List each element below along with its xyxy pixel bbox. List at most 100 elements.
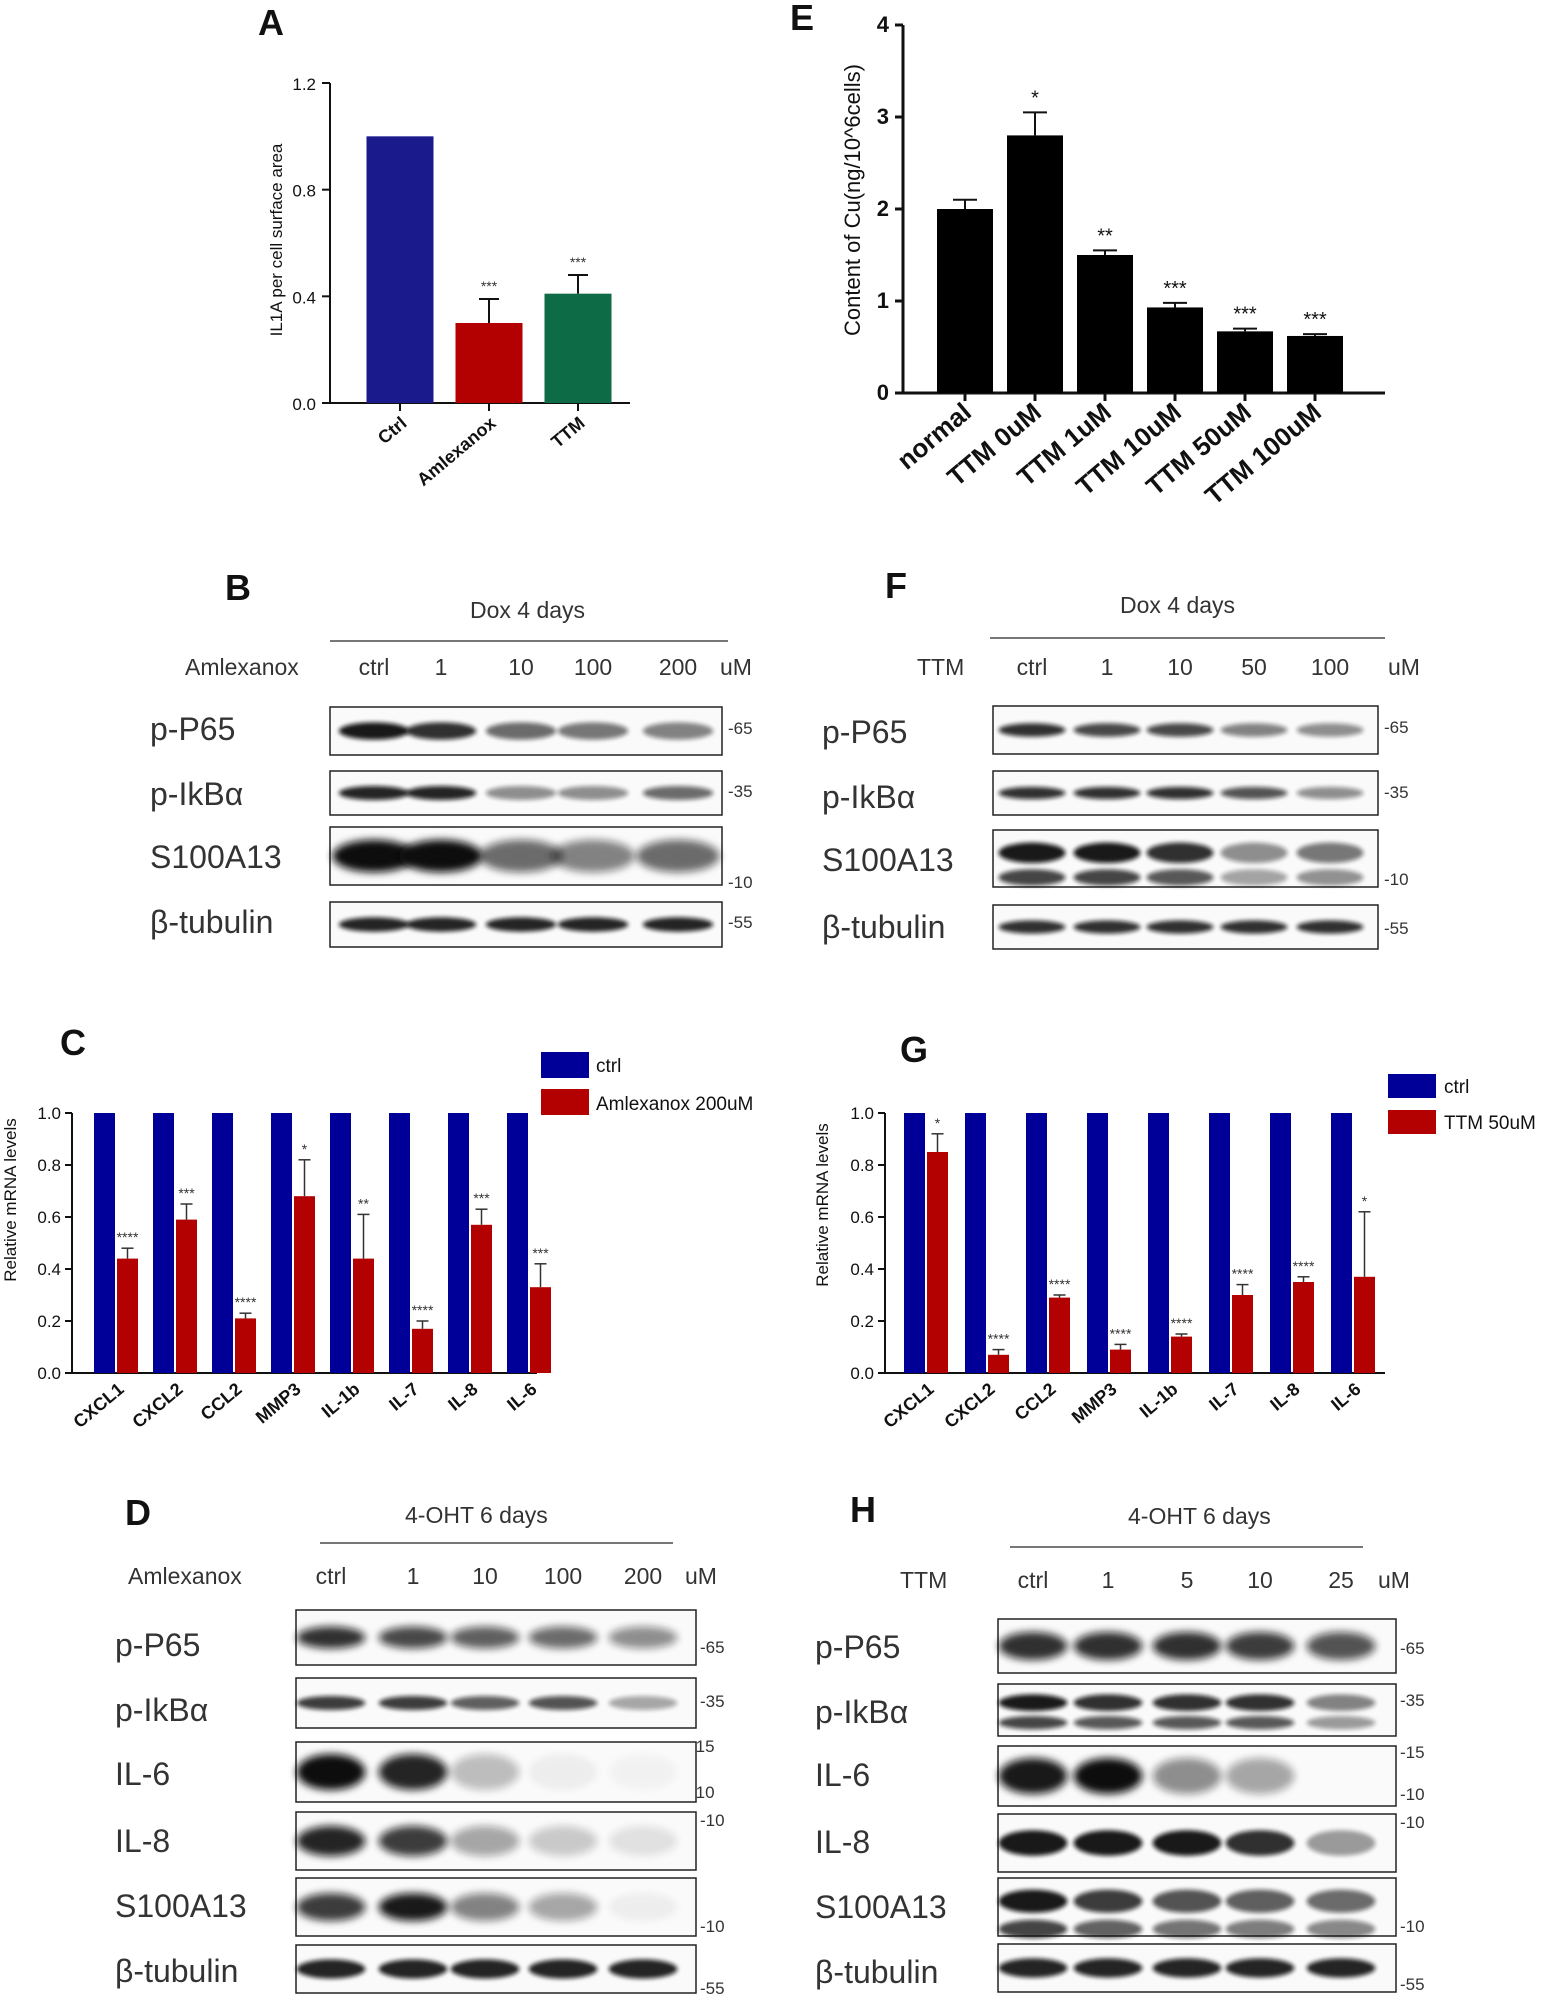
blot-h-mw: -35: [1400, 1691, 1425, 1710]
blot-f-drug: TTM: [917, 654, 964, 680]
blot-b-row-label: p-P65: [150, 711, 235, 747]
bar-treatment: [1293, 1282, 1314, 1373]
dose-label: 10: [472, 1563, 498, 1589]
blot-h-mw: -55: [1400, 1975, 1425, 1994]
blot-d-mw: -65: [700, 1638, 725, 1657]
y-tick-label: 3: [877, 104, 889, 129]
blot-h-mw: -10: [1400, 1813, 1425, 1832]
protein-band: [608, 1893, 678, 1921]
protein-band: [378, 1754, 448, 1790]
bar-ctrl: [448, 1113, 469, 1373]
significance-label: ****: [412, 1302, 434, 1318]
protein-band: [378, 1959, 448, 1979]
x-category-label: MMP3: [1068, 1379, 1121, 1428]
western-blot-b: Dox 4 days Amlexanox p-P65 p-IkBα S100A1…: [150, 597, 753, 948]
protein-band: [608, 1696, 678, 1710]
protein-band: [296, 1825, 366, 1857]
significance-label: **: [1097, 225, 1113, 247]
x-category-label: Amlexanox: [413, 413, 499, 490]
protein-band: [642, 785, 714, 801]
protein-band: [998, 1830, 1068, 1856]
panel-label-f: F: [885, 565, 907, 606]
protein-band: [1073, 1758, 1143, 1794]
y-tick-label: 0.2: [37, 1312, 61, 1331]
protein-band: [1073, 1889, 1143, 1913]
blot-h-row-label: p-IkBα: [815, 1694, 908, 1730]
significance-label: **: [358, 1195, 369, 1211]
significance-label: ****: [988, 1331, 1010, 1347]
bar-ctrl: [507, 1113, 528, 1373]
bar-treatment: [530, 1287, 551, 1373]
significance-label: ****: [117, 1229, 139, 1245]
dose-label: 50: [1241, 654, 1267, 680]
bar-ctrl: [965, 1113, 986, 1373]
legend-c-swatch-treat: [541, 1089, 589, 1115]
blot-h-row-label: IL-8: [815, 1824, 870, 1860]
blot-d-mw: -10: [700, 1811, 725, 1830]
protein-band: [998, 1889, 1068, 1913]
protein-band: [1152, 1889, 1222, 1913]
protein-band: [1146, 786, 1214, 800]
bar-ctrl: [330, 1113, 351, 1373]
protein-band: [1306, 1830, 1376, 1856]
dose-label: 25: [1328, 1567, 1354, 1593]
protein-band: [378, 1893, 448, 1921]
blot-f-mw: -55: [1384, 919, 1409, 938]
dose-label: 10: [1167, 654, 1193, 680]
blot-b-mw: -35: [728, 782, 753, 801]
protein-band: [450, 1754, 520, 1790]
blot-h-row-label: IL-6: [815, 1757, 870, 1793]
legend-g-label-treat: TTM 50uM: [1444, 1113, 1536, 1134]
bar-ctrl: [1331, 1113, 1352, 1373]
protein-band: [1146, 842, 1214, 864]
significance-label: ****: [235, 1294, 257, 1310]
protein-band: [1306, 1631, 1376, 1661]
y-tick-label: 0.6: [37, 1208, 61, 1227]
blot-f-row-label: p-P65: [822, 714, 907, 750]
y-tick-label: 0.0: [37, 1364, 61, 1383]
blot-d-mw: -35: [700, 1692, 725, 1711]
protein-band: [1146, 869, 1214, 886]
protein-band: [450, 1959, 520, 1979]
protein-band: [1073, 1830, 1143, 1856]
bar-treatment: [353, 1258, 374, 1373]
bar-treatment: [1232, 1295, 1253, 1373]
dose-label: 1: [435, 654, 448, 680]
protein-band: [608, 1626, 678, 1649]
blot-d-row-label: S100A13: [115, 1888, 247, 1924]
protein-band: [998, 1919, 1068, 1939]
protein-band: [1073, 1919, 1143, 1939]
protein-band: [528, 1825, 598, 1857]
bar-ctrl: [212, 1113, 233, 1373]
protein-band: [1220, 920, 1288, 934]
chart-e-ylabel: Content of Cu(ng/10^6cells): [840, 64, 865, 336]
bar-ctrl: [1087, 1113, 1108, 1373]
significance-label: ****: [1171, 1315, 1193, 1331]
protein-band: [1073, 1631, 1143, 1661]
bar-treatment: [1110, 1349, 1131, 1373]
blot-b-drug: Amlexanox: [185, 654, 299, 680]
protein-band: [405, 722, 477, 740]
blot-h-mw: -10: [1400, 1917, 1425, 1936]
protein-band: [1296, 723, 1364, 737]
protein-band: [338, 722, 410, 740]
x-category-label: CXCL2: [941, 1379, 999, 1432]
bar-treatment: [1049, 1297, 1070, 1373]
y-tick-label: 0.4: [850, 1260, 874, 1279]
blot-d-row-label: β-tubulin: [115, 1953, 238, 1989]
significance-label: ****: [1293, 1258, 1315, 1274]
x-category-label: CCL2: [1011, 1379, 1060, 1425]
legend-c-swatch-ctrl: [541, 1052, 589, 1078]
protein-band: [332, 839, 416, 873]
protein-band: [528, 1893, 598, 1921]
protein-band: [998, 1958, 1068, 1978]
legend-c-label-treat: Amlexanox 200uM: [596, 1094, 753, 1115]
protein-band: [1073, 1958, 1143, 1978]
protein-band: [1152, 1830, 1222, 1856]
bar-treatment: [294, 1196, 315, 1373]
blot-h-row-label: p-P65: [815, 1629, 900, 1665]
significance-label: *: [1031, 87, 1039, 109]
dose-label: 5: [1181, 1567, 1194, 1593]
bar-treatment: [927, 1152, 948, 1373]
dose-label: 100: [574, 654, 612, 680]
